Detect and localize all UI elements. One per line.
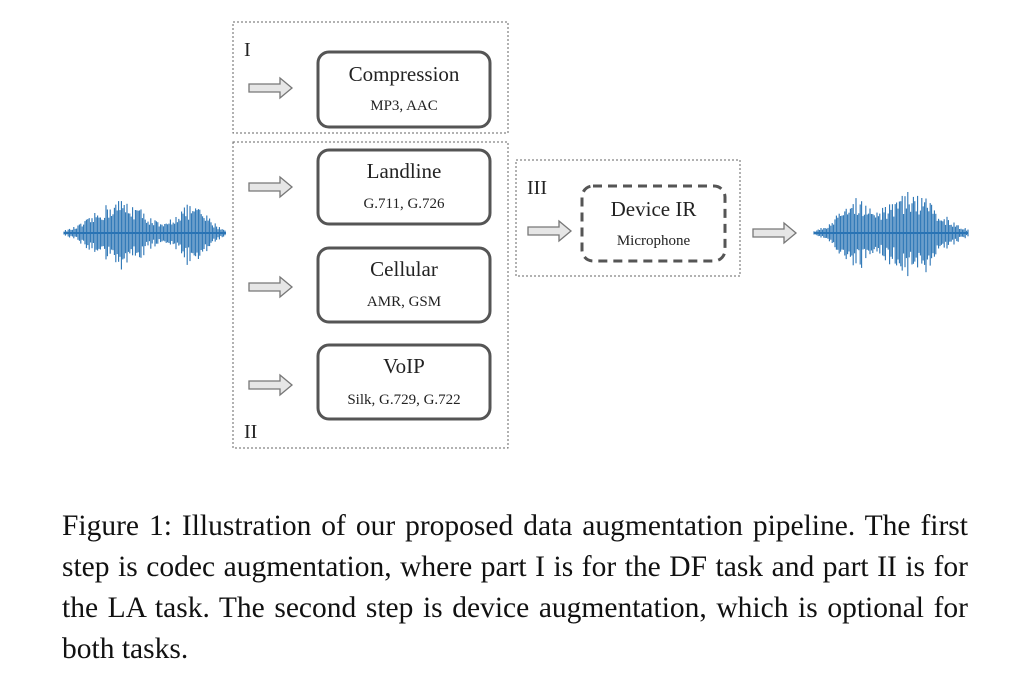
compression-title: Compression [348,62,460,86]
voip-box [316,343,492,421]
cellular-box [316,246,492,324]
arrow-to-cellular [248,275,294,299]
landline-box [316,148,492,226]
cellular-subtitle: AMR, GSM [366,294,442,310]
group-box-I [232,21,509,134]
arrow-to-device-ir [527,219,573,243]
device-ir-subtitle: Microphone [616,233,691,249]
figure-caption: Figure 1: Illustration of our proposed d… [62,510,968,665]
augmentation-pipeline-diagram: I II III Compression MP3, AAC Landline G… [63,21,969,449]
input-waveform [63,201,226,270]
arrow-to-compression [248,76,294,100]
output-waveform [813,192,969,277]
group-box-III [515,159,741,277]
device-ir-box [580,184,727,263]
compression-box [316,50,492,129]
group-label-I: I [244,39,251,61]
voip-subtitle: Silk, G.729, G.722 [347,392,461,408]
diagram-canvas [63,21,969,449]
arrow-to-landline [248,175,294,199]
arrows [248,76,798,397]
device-ir-title: Device IR [610,197,697,221]
arrow-to-voip [248,373,294,397]
cellular-title: Cellular [370,257,438,281]
compression-subtitle: MP3, AAC [370,98,438,114]
arrow-to-output-waveform [752,221,798,245]
landline-title: Landline [366,159,442,183]
group-label-III: III [527,177,547,199]
group-box-II [232,141,509,449]
voip-title: VoIP [383,354,425,378]
landline-subtitle: G.711, G.726 [363,196,445,212]
group-label-II: II [244,421,258,443]
